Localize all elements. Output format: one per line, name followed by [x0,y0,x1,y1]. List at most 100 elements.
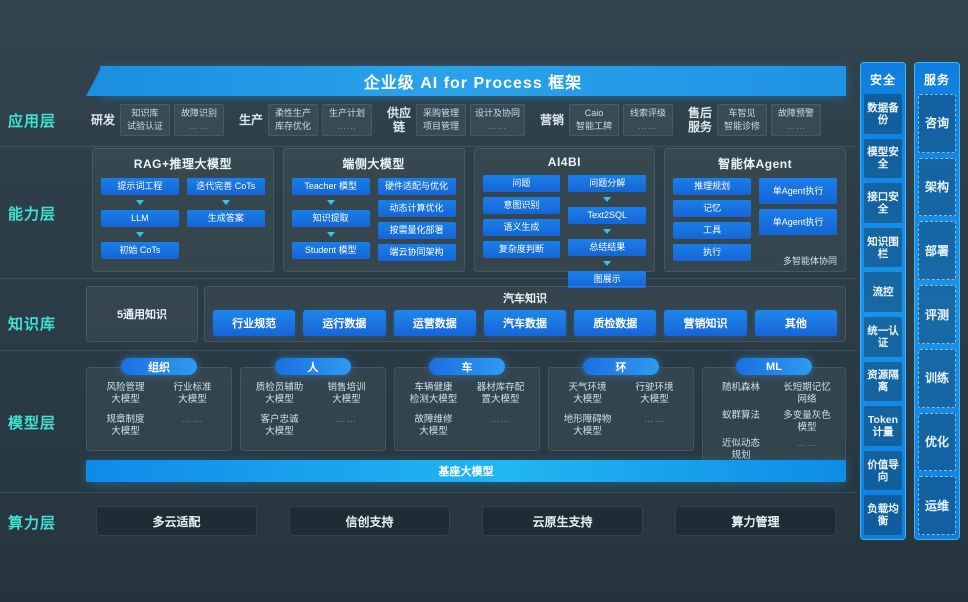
capability-chip[interactable]: 单Agent执行 [759,209,837,235]
model-item[interactable]: …… [336,414,357,425]
model-item[interactable]: 长短期记忆 网络 [783,382,831,405]
app-cell[interactable]: 生产计划 …… [322,104,372,136]
model-item[interactable]: 风险管理 大模型 [106,382,145,405]
service-rail-item[interactable]: 运维 [918,476,956,536]
model-item[interactable]: 器材库存配 置大模型 [476,382,525,405]
capability-chip[interactable]: Teacher 模型 [291,178,370,195]
capability-chip[interactable]: 复杂度判断 [482,241,561,258]
service-rail-title: 服务 [923,73,950,87]
capability-chip[interactable]: Student 模型 [291,242,370,259]
knowledge-chip[interactable]: 营销知识 [664,310,747,336]
service-rail-item[interactable]: 架构 [918,157,956,217]
model-item[interactable]: 故障维修 大模型 [414,414,453,437]
security-rail-item[interactable]: 模型安全 [864,138,902,179]
model-item[interactable]: 多变量灰色 模型 [783,410,831,433]
app-group-cells: 柔性生产 库存优化 生产计划…… [268,104,372,136]
security-rail-item[interactable]: 价值导向 [864,450,902,491]
model-item[interactable]: …… [490,414,511,425]
model-item[interactable]: 行业标准 大模型 [173,382,212,405]
capability-chip[interactable]: 端云协同架构 [377,244,456,261]
capability-box-0: RAG+推理大模型 提示词工程 LLM 初始 CoTs 迭代完善 CoTs 生成答案 [92,148,274,272]
model-item[interactable]: 质检员辅助 大模型 [255,382,304,405]
model-item[interactable]: 销售培训 大模型 [327,382,366,405]
knowledge-chip[interactable]: 汽车数据 [483,310,567,336]
security-rail-item[interactable]: 统一认证 [864,316,902,357]
capability-chip[interactable]: 工具 [673,222,752,239]
knowledge-chip[interactable]: 质检数据 [574,310,657,336]
capability-right-column: 单Agent执行 单Agent执行 [759,178,837,261]
capability-chip[interactable]: Text2SQL [568,207,647,224]
model-item[interactable]: 地形障碍物 大模型 [563,414,612,437]
model-item[interactable]: 车辆健康 检测大模型 [409,382,458,405]
model-item[interactable]: …… [796,438,818,449]
security-rail-item[interactable]: 流控 [864,272,902,312]
app-group-name: 营销 [540,113,565,127]
capability-chip[interactable]: LLM [101,210,179,227]
capability-chip[interactable]: 意图识别 [482,197,561,214]
capability-chip[interactable]: 语义生成 [482,219,561,236]
capability-chip[interactable]: 知识提取 [291,210,370,227]
model-group-pill[interactable]: 人 [275,358,351,375]
app-cell[interactable]: Caio 智能工牌 [569,104,620,136]
compute-cell[interactable]: 云原生支持 [482,506,643,536]
knowledge-chip[interactable]: 运行数据 [303,310,386,336]
capability-chip[interactable]: 单Agent执行 [759,178,837,204]
app-cell[interactable]: 故障预警 …… [771,104,822,136]
model-item[interactable]: …… [182,414,203,425]
compute-cell[interactable]: 多云适配 [96,506,257,536]
model-item[interactable]: 行驶环境 大模型 [635,382,674,405]
knowledge-chip[interactable]: 行业规范 [213,310,296,336]
app-cell-label: 智能诊修 [724,121,761,131]
security-rail-item[interactable]: 数据备份 [864,94,902,134]
model-group-pill[interactable]: 环 [583,358,659,375]
compute-cell[interactable]: 算力管理 [675,506,836,536]
security-rail-item[interactable]: 接口安全 [864,183,902,223]
model-group-pill[interactable]: 车 [429,358,505,375]
security-rail-item[interactable]: 资源隔离 [864,361,902,402]
model-group-pill[interactable]: ML [736,358,812,375]
capability-chip[interactable]: 总结结果 [568,239,647,256]
app-cell[interactable]: 线索评级 …… [623,104,674,136]
capability-chip[interactable]: 问题 [482,175,561,192]
service-rail-item[interactable]: 部署 [918,221,956,281]
model-item[interactable]: …… [644,414,665,425]
service-rail-item[interactable]: 训练 [918,348,956,408]
model-item[interactable]: 近似动态 规划 [721,438,760,461]
capability-chip[interactable]: 推理规划 [673,178,752,195]
capability-chip[interactable]: 动态计算优化 [377,200,456,217]
model-item[interactable]: 蚁群算法 [721,410,760,421]
capability-chip[interactable]: 迭代完善 CoTs [186,178,265,195]
model-group-pill[interactable]: 组织 [121,358,197,375]
capability-chip[interactable]: 问题分解 [568,175,647,192]
capability-chip[interactable]: 硬件适配与优化 [377,178,456,195]
app-cell[interactable]: 柔性生产 库存优化 [268,104,318,136]
capability-box-body: 推理规划 记忆 工具 执行 单Agent执行 单Agent执行 [665,172,845,261]
model-item[interactable]: 天气环境 大模型 [568,382,607,405]
service-rail-item[interactable]: 咨询 [918,94,956,153]
capability-chip[interactable]: 图展示 [568,271,647,288]
capability-chip[interactable]: 初始 CoTs [101,242,179,259]
compute-cell[interactable]: 信创支持 [289,506,450,536]
app-cell[interactable]: 采购管理 项目管理 [416,104,466,136]
capability-chip[interactable]: 按需量化部署 [377,222,456,239]
knowledge-chip[interactable]: 其他 [754,310,837,336]
capability-chip[interactable]: 生成答案 [186,210,265,227]
security-rail-item[interactable]: 知识围栏 [864,227,902,268]
model-item[interactable]: 随机森林 [721,382,760,393]
knowledge-chip[interactable]: 运营数据 [393,310,476,336]
security-rail-item[interactable]: 负载均衡 [864,495,902,535]
service-rail-item[interactable]: 评测 [918,285,956,344]
capability-chip[interactable]: 提示词工程 [101,178,179,195]
app-cell[interactable]: 知识库 试验认证 [120,104,170,136]
app-cell[interactable]: 设计及协同 …… [470,104,526,136]
security-rail-item[interactable]: Token计量 [864,406,902,446]
knowledge-chip-list: 行业规范 运行数据 运营数据 汽车数据 质检数据 营销知识 其他 [205,306,845,336]
service-rail-item[interactable]: 优化 [918,412,956,472]
model-item[interactable]: 客户忠诚 大模型 [260,414,299,437]
app-cell[interactable]: 故障识别 …… [174,104,224,136]
capability-chip[interactable]: 执行 [673,244,752,261]
band-divider-app [0,146,856,147]
capability-chip[interactable]: 记忆 [673,200,752,217]
app-cell[interactable]: 车智见 智能诊修 [717,104,768,136]
model-item[interactable]: 规章制度 大模型 [106,414,145,437]
